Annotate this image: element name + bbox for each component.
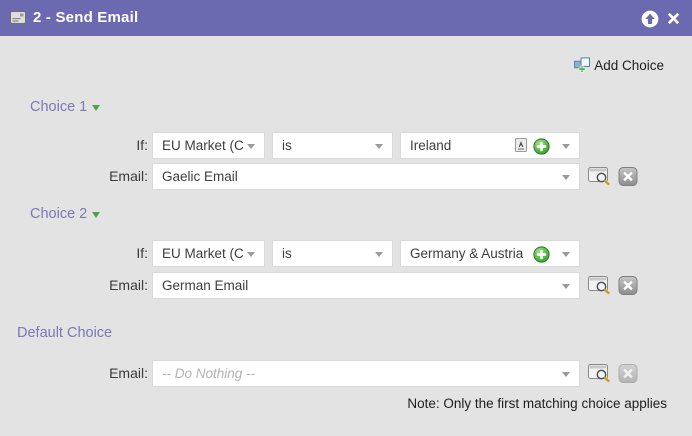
email-value: Gaelic Email xyxy=(162,169,238,184)
choice-1-value-dropdown[interactable]: Ireland xyxy=(400,132,580,159)
email-label: Email: xyxy=(109,168,148,184)
choice-1-email-dropdown[interactable]: Gaelic Email xyxy=(152,163,580,190)
note-text: Note: Only the first matching choice app… xyxy=(407,396,667,411)
default-choice-header: Default Choice xyxy=(17,325,112,341)
operator-value: is xyxy=(282,246,292,261)
default-choice-label: Default Choice xyxy=(17,325,113,341)
default-email-dropdown[interactable]: -- Do Nothing -- xyxy=(152,360,580,387)
choice-2-operator-dropdown[interactable]: is xyxy=(272,240,393,267)
choice-2-email-dropdown[interactable]: German Email xyxy=(152,272,580,299)
chevron-down-icon xyxy=(562,284,570,289)
remove-x-icon[interactable] xyxy=(618,167,638,186)
remove-x-icon[interactable] xyxy=(618,276,638,295)
field-value: EU Market (C xyxy=(162,138,244,153)
green-triangle-icon xyxy=(92,105,101,111)
chevron-down-icon xyxy=(375,252,383,257)
choice-1-if-row: If: EU Market (C is Ireland xyxy=(0,132,692,159)
chevron-down-icon xyxy=(562,144,570,149)
email-value: German Email xyxy=(162,278,249,293)
choice-2-if-row: If: EU Market (C is Germany & Austria xyxy=(0,240,692,267)
preview-search-icon[interactable] xyxy=(588,167,610,185)
dialog-titlebar: 2 - Send Email xyxy=(0,0,692,36)
if-label: If: xyxy=(136,245,148,261)
close-icon[interactable] xyxy=(666,11,681,26)
dialog-title: 2 - Send Email xyxy=(33,9,139,26)
choice-2-label: Choice 2 xyxy=(30,206,88,222)
email-placeholder: -- Do Nothing -- xyxy=(162,366,256,381)
email-icon xyxy=(10,11,26,24)
add-choice-label: Add Choice xyxy=(594,57,664,73)
choice-2-field-dropdown[interactable]: EU Market (C xyxy=(152,240,265,267)
chevron-down-icon xyxy=(247,252,255,257)
green-triangle-icon xyxy=(92,212,101,218)
chevron-down-icon xyxy=(375,144,383,149)
default-email-row: Email: -- Do Nothing -- xyxy=(0,360,692,387)
choice-1-operator-dropdown[interactable]: is xyxy=(272,132,393,159)
choice-2-value-dropdown[interactable]: Germany & Austria xyxy=(400,240,580,267)
choice-1-label: Choice 1 xyxy=(30,99,88,115)
choice-1-email-row: Email: Gaelic Email xyxy=(0,163,692,190)
circle-up-icon[interactable] xyxy=(641,10,659,28)
green-plus-icon[interactable] xyxy=(533,246,550,263)
choice-2-email-row: Email: German Email xyxy=(0,272,692,299)
choice-2-header[interactable]: Choice 2 xyxy=(30,206,101,222)
preview-search-icon[interactable] xyxy=(588,364,610,382)
chevron-down-icon xyxy=(562,175,570,180)
field-value: EU Market (C xyxy=(162,246,244,261)
operator-value: is xyxy=(282,138,292,153)
text-field-icon[interactable] xyxy=(515,138,527,152)
chevron-down-icon xyxy=(247,144,255,149)
green-plus-icon[interactable] xyxy=(533,138,550,155)
choice-1-field-dropdown[interactable]: EU Market (C xyxy=(152,132,265,159)
if-label: If: xyxy=(136,137,148,153)
add-item-icon xyxy=(573,57,591,73)
condition-value: Ireland xyxy=(410,138,452,153)
chevron-down-icon xyxy=(562,252,570,257)
condition-value: Germany & Austria xyxy=(410,246,524,261)
email-label: Email: xyxy=(109,365,148,381)
email-label: Email: xyxy=(109,277,148,293)
chevron-down-icon xyxy=(562,372,570,377)
remove-x-icon[interactable] xyxy=(618,364,638,383)
choice-1-header[interactable]: Choice 1 xyxy=(30,99,101,115)
preview-search-icon[interactable] xyxy=(588,276,610,294)
add-choice-button[interactable]: Add Choice xyxy=(573,55,664,75)
